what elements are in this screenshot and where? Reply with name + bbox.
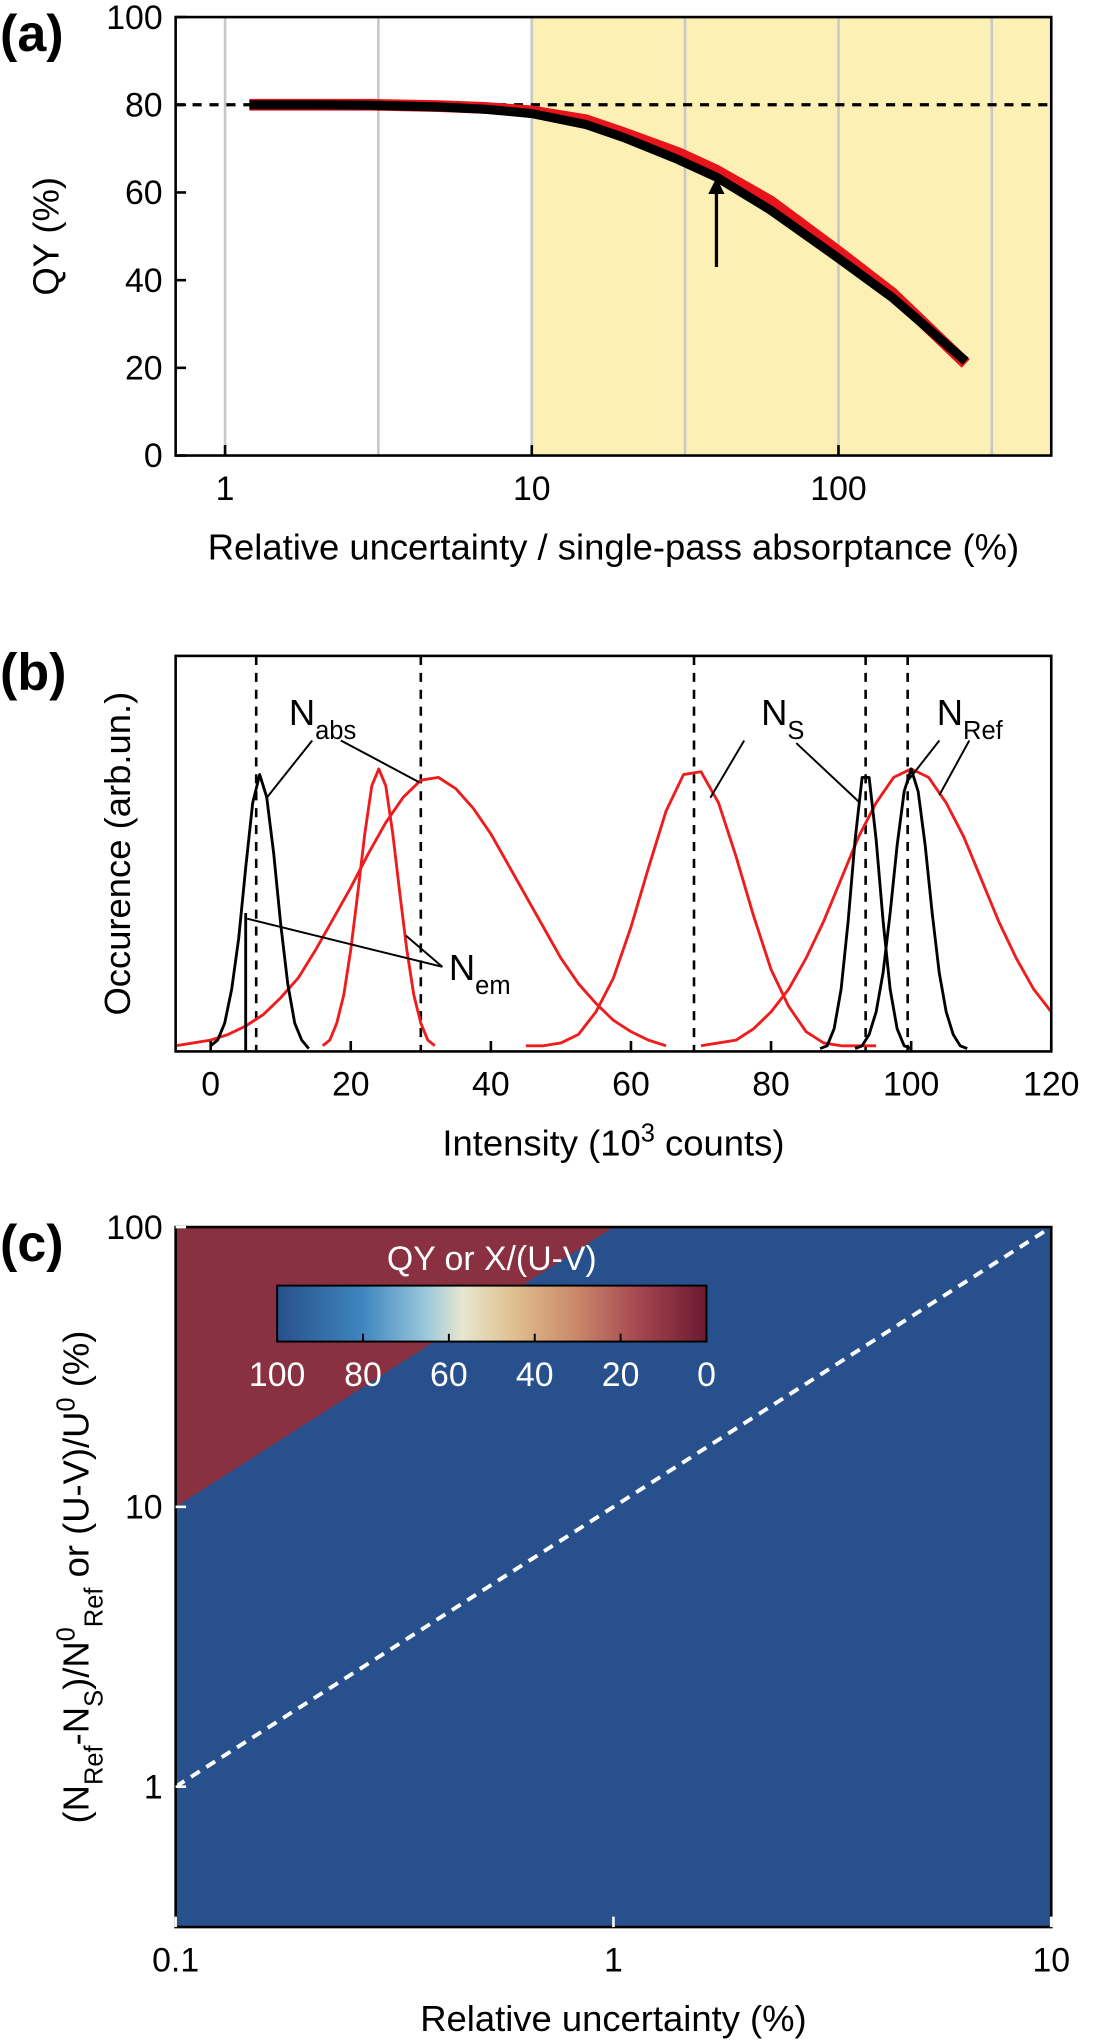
y-tick-label: 1 — [144, 1768, 163, 1806]
x-tick-label: 10 — [513, 470, 551, 508]
x-axis-label: Relative uncertainty / single-pass absor… — [208, 527, 1019, 568]
text-part: em — [475, 972, 510, 1000]
colorbar-label: QY or X/(U-V) — [387, 1240, 597, 1278]
y-tick-label: 100 — [106, 1209, 162, 1247]
x-axis-label: Relative uncertainty (%) — [420, 1998, 806, 2039]
text-part: -N — [55, 1707, 96, 1745]
x-tick-label: 0.1 — [152, 1941, 199, 1979]
heatmap — [175, 1227, 1052, 1928]
y-tick-label: 100 — [106, 0, 162, 37]
annotation: Nem — [449, 947, 511, 1000]
text-part: (%) — [55, 1331, 96, 1398]
text-part: Ref — [80, 1744, 108, 1785]
data-line — [321, 767, 436, 1047]
text-part: Ref — [80, 1587, 108, 1628]
colorbar-tick-label: 20 — [602, 1356, 640, 1394]
y-tick-label: 10 — [125, 1489, 163, 1527]
x-tick-label: 1 — [216, 470, 235, 508]
x-tick-label: 120 — [1023, 1066, 1079, 1104]
text-part: 0 — [52, 1397, 80, 1411]
leader-line — [405, 934, 443, 968]
annotation: Nabs — [289, 692, 356, 745]
leader-line — [709, 739, 746, 799]
text-part: N — [449, 947, 475, 988]
text-part: Intensity (10 — [442, 1123, 640, 1164]
x-tick-label: 60 — [612, 1066, 650, 1104]
shaded-region — [531, 17, 1052, 456]
y-axis-label: Occurence (arb.un.) — [97, 692, 138, 1016]
leader-line — [938, 740, 971, 796]
data-line — [209, 773, 310, 1050]
panel-label: (a) — [0, 5, 64, 63]
data-line — [854, 767, 968, 1050]
colorbar-tick-label: 80 — [344, 1356, 382, 1394]
x-tick-label: 100 — [883, 1066, 939, 1104]
text-part: N — [761, 692, 787, 733]
annotation: NS — [761, 692, 804, 745]
plot-frame — [174, 654, 1053, 1053]
x-tick-label: 100 — [810, 470, 866, 508]
text-part: or (U-V)/U — [55, 1412, 96, 1588]
x-tick-label: 80 — [752, 1066, 790, 1104]
y-tick-label: 60 — [125, 174, 163, 212]
diagonal-line — [174, 1225, 1053, 1789]
data-line — [249, 100, 969, 365]
text-part: 0 — [52, 1627, 80, 1641]
y-tick-label: 20 — [125, 350, 163, 388]
text-part: abs — [315, 717, 356, 745]
y-axis-label: (NRef-NS)/N0Ref or (U-V)/U0 (%) — [52, 1331, 108, 1824]
text-part: N — [289, 692, 315, 733]
data-line — [819, 775, 912, 1050]
text-part: counts) — [655, 1123, 785, 1164]
text-part: N — [937, 692, 963, 733]
leader-line — [340, 739, 420, 783]
y-axis-label: QY (%) — [26, 177, 67, 296]
text-part: Ref — [963, 717, 1004, 745]
colorbar — [276, 1284, 708, 1343]
text-part: S — [80, 1690, 108, 1707]
y-tick-label: 80 — [125, 86, 163, 124]
text-part: 3 — [641, 1120, 655, 1148]
data-line — [175, 775, 667, 1048]
y-tick-label: 40 — [125, 262, 163, 300]
leader-line — [906, 739, 941, 783]
leader-line — [246, 917, 443, 968]
x-tick-label: 0 — [201, 1066, 220, 1104]
panel-label: (c) — [0, 1215, 64, 1273]
data-line — [525, 770, 877, 1048]
panel-label: (b) — [0, 644, 66, 702]
text-part: (N — [55, 1785, 96, 1823]
colorbar-tick-label: 100 — [249, 1356, 305, 1394]
x-tick-label: 40 — [472, 1066, 510, 1104]
data-line — [700, 767, 1053, 1048]
text-part: S — [787, 717, 804, 745]
leader-line — [795, 742, 860, 803]
plot-frame — [174, 15, 1053, 457]
colorbar-tick-label: 0 — [697, 1356, 716, 1394]
text-part: )/N — [55, 1641, 96, 1690]
leader-line — [265, 739, 314, 799]
annotation: NRef — [937, 692, 1004, 745]
y-tick-label: 0 — [144, 437, 163, 475]
colorbar-tick-label: 40 — [516, 1356, 554, 1394]
x-axis-label: Intensity (103 counts) — [442, 1120, 784, 1164]
x-tick-label: 1 — [604, 1941, 623, 1979]
x-tick-label: 20 — [332, 1066, 370, 1104]
x-tick-label: 10 — [1032, 1941, 1070, 1979]
colorbar-tick-label: 60 — [430, 1356, 468, 1394]
